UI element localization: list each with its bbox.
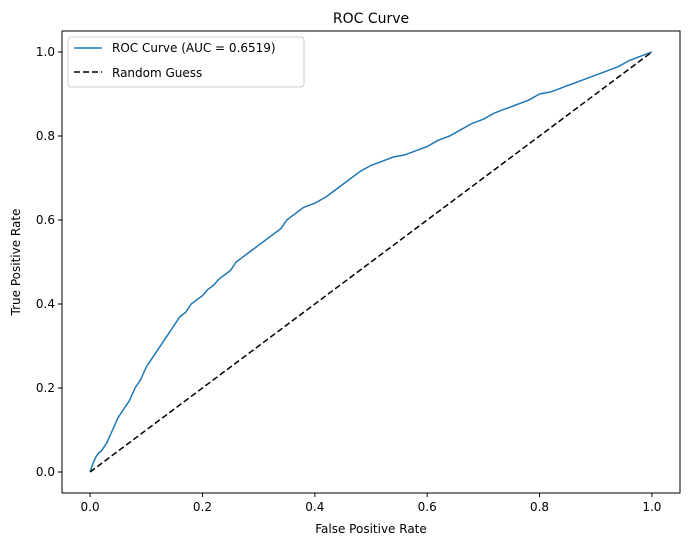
x-tick-label: 0.4 — [305, 500, 324, 514]
series-layer — [89, 51, 653, 473]
legend: ROC Curve (AUC = 0.6519) Random Guess — [67, 36, 305, 88]
x-tick-label: 0.8 — [530, 500, 549, 514]
chart-title: ROC Curve — [333, 11, 409, 27]
y-axis-label: True Positive Rate — [9, 209, 23, 317]
plot-frame — [61, 30, 681, 494]
x-tick-label: 0.6 — [418, 500, 437, 514]
y-tick-label: 0.2 — [36, 381, 55, 395]
x-axis-label: False Positive Rate — [315, 522, 427, 536]
legend-label-random-guess: Random Guess — [112, 66, 202, 80]
y-tick-label: 0.4 — [36, 297, 55, 311]
x-axis-ticks: 0.0 0.2 0.4 0.6 0.8 1.0 — [81, 493, 661, 514]
x-tick-label: 1.0 — [642, 500, 661, 514]
x-tick-label: 0.0 — [81, 500, 100, 514]
legend-label-roc-curve: ROC Curve (AUC = 0.6519) — [112, 41, 276, 55]
y-tick-label: 1.0 — [36, 45, 55, 59]
y-axis-ticks: 0.0 0.2 0.4 0.6 0.8 1.0 — [36, 45, 62, 479]
x-tick-label: 0.2 — [193, 500, 212, 514]
series-line-roc-curve — [89, 51, 653, 473]
y-tick-label: 0.0 — [36, 465, 55, 479]
legend-box — [67, 36, 305, 88]
y-tick-label: 0.8 — [36, 129, 55, 143]
y-tick-label: 0.6 — [36, 213, 55, 227]
